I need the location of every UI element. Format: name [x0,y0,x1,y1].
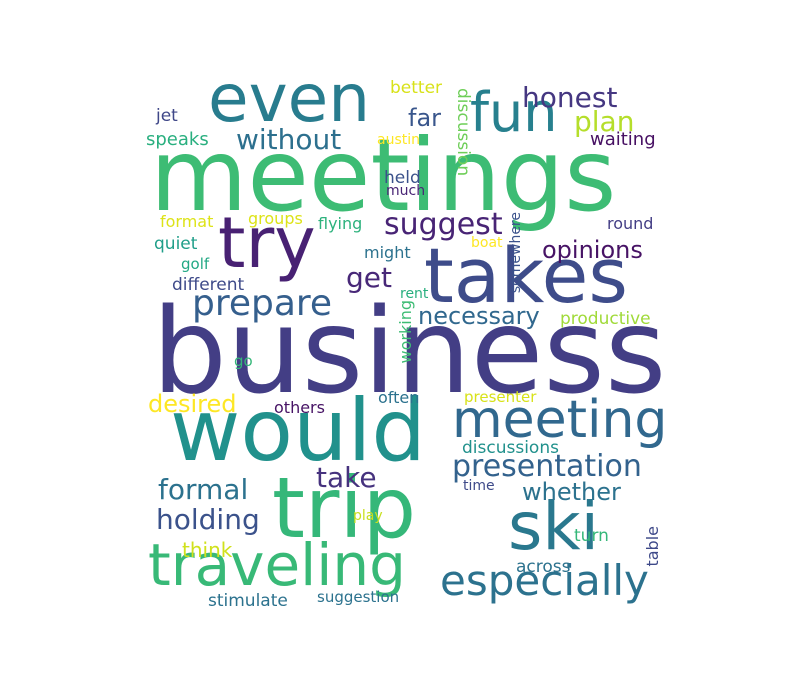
word-opinions: opinions [542,236,643,264]
word-table: table [643,526,662,567]
word-desired: desired [148,390,237,418]
word-meeting: meeting [452,390,668,450]
word-meetings: meetings [150,117,617,234]
word-necessary: necessary [418,302,540,330]
word-different: different [172,275,245,295]
word-try: try [218,202,316,284]
word-whether: whether [522,478,621,506]
word-golf: golf [181,255,210,273]
word-get: get [346,261,392,294]
word-presentation: presentation [452,449,642,484]
word-jet: jet [156,106,178,126]
word-takes: takes [424,231,629,320]
word-far: far [408,104,442,132]
word-go: go [234,352,253,370]
word-formal: formal [158,473,249,506]
word-working: working [396,300,415,364]
word-ski: ski [508,488,599,565]
word-time: time [463,478,495,494]
word-boat: boat [471,235,503,251]
word-format: format [160,212,214,231]
word-across: across [516,557,571,577]
word-fun: fun [470,81,558,144]
word-think: think [182,538,233,562]
word-prepare: prepare [192,283,333,324]
word-much: much [386,183,426,199]
word-plan: plan [574,105,635,138]
word-discussions: discussions [462,438,559,458]
word-speaks: speaks [146,129,209,150]
word-often: often [378,388,420,407]
word-round: round [607,214,654,233]
word-waiting: waiting [590,129,656,150]
word-might: might [364,243,411,262]
word-groups: groups [248,209,303,228]
word-austin: austin [377,132,420,148]
word-traveling: traveling [148,531,406,599]
word-trip: trip [272,459,417,557]
word-flying: flying [318,214,363,233]
word-would: would [170,381,426,481]
word-productive: productive [560,309,651,329]
word-rent: rent [400,286,429,302]
word-suggestion: suggestion [317,588,400,606]
word-holding: holding [156,503,260,536]
word-even: even [208,60,371,137]
word-without: without [236,123,342,156]
word-honest: honest [522,81,618,114]
word-business: business [152,282,667,420]
word-somewhere: somewhere [508,212,524,294]
word-turn: turn [574,526,609,546]
word-play: play [353,508,383,524]
word-better: better [390,78,443,98]
word-quiet: quiet [154,234,198,254]
word-discussion: discussion [453,88,473,177]
word-especially: especially [440,556,649,605]
word-suggest: suggest [384,207,503,242]
word-held: held [384,168,421,188]
word-presenter: presenter [464,388,537,406]
word-take: take [316,461,377,494]
word-others: others [274,398,325,417]
word-stimulate: stimulate [208,591,288,611]
